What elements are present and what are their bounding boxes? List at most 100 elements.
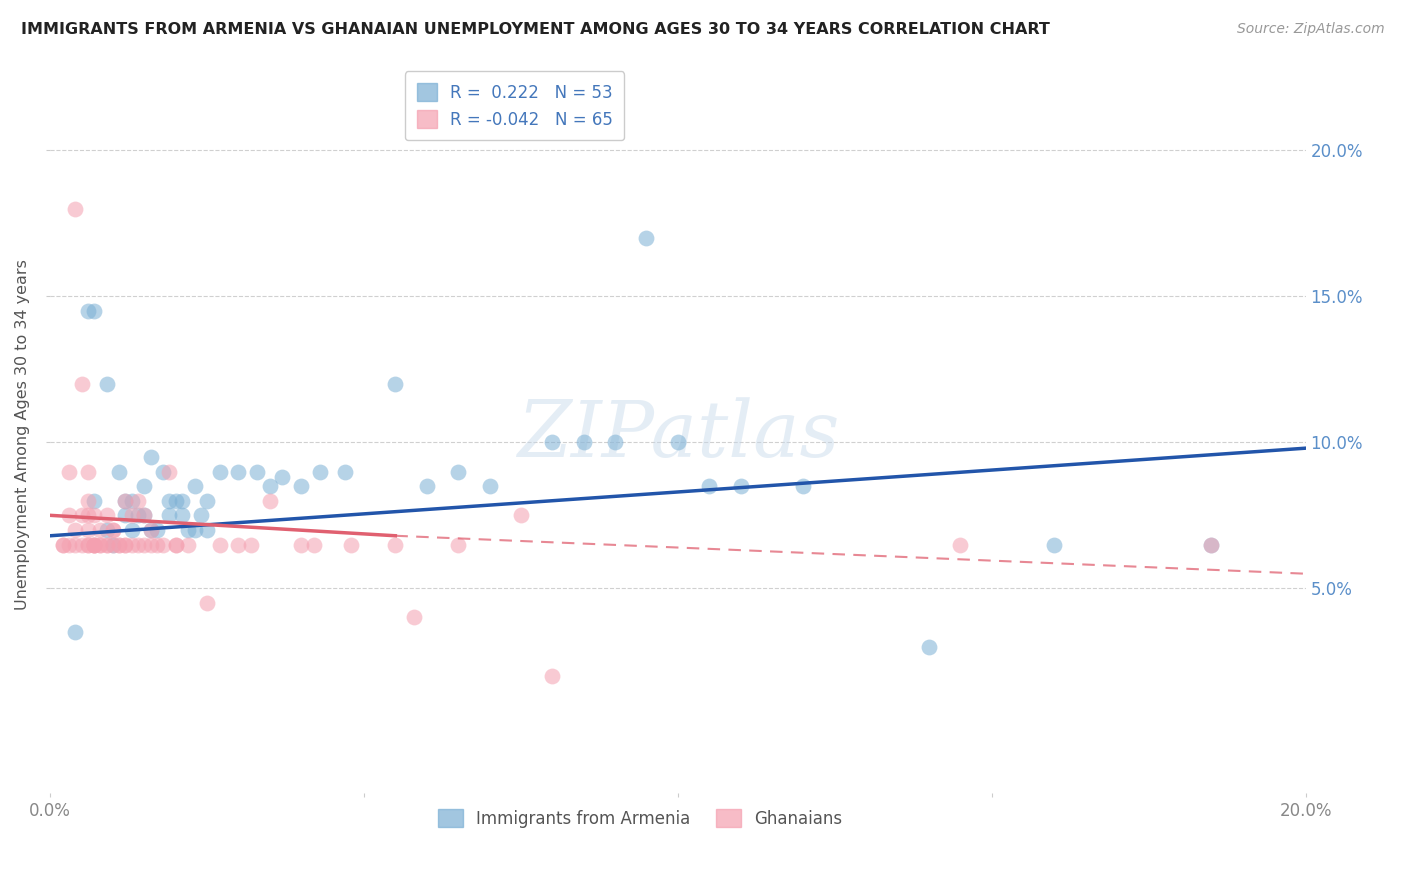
- Point: [83, 304, 105, 318]
- Point: [1043, 537, 1066, 551]
- Point: [195, 493, 218, 508]
- Point: [170, 493, 193, 508]
- Point: [165, 493, 187, 508]
- Text: ZIPatlas: ZIPatlas: [516, 397, 839, 473]
- Point: [340, 537, 363, 551]
- Point: [65, 537, 87, 551]
- Point: [177, 537, 200, 551]
- Point: [572, 435, 595, 450]
- Point: [127, 493, 149, 508]
- Point: [208, 537, 231, 551]
- Point: [58, 465, 80, 479]
- Point: [509, 508, 531, 523]
- Point: [96, 537, 118, 551]
- Point: [76, 304, 98, 318]
- Point: [58, 508, 80, 523]
- Point: [271, 470, 294, 484]
- Point: [96, 508, 118, 523]
- Point: [114, 493, 136, 508]
- Point: [65, 523, 87, 537]
- Point: [83, 537, 105, 551]
- Point: [121, 493, 143, 508]
- Point: [157, 508, 180, 523]
- Point: [76, 523, 98, 537]
- Point: [302, 537, 325, 551]
- Point: [89, 537, 111, 551]
- Point: [697, 479, 720, 493]
- Point: [152, 537, 174, 551]
- Point: [290, 537, 312, 551]
- Point: [1201, 537, 1223, 551]
- Point: [157, 465, 180, 479]
- Point: [96, 537, 118, 551]
- Point: [228, 465, 250, 479]
- Point: [139, 450, 162, 464]
- Point: [76, 508, 98, 523]
- Point: [134, 508, 156, 523]
- Point: [114, 537, 136, 551]
- Point: [333, 465, 356, 479]
- Point: [165, 537, 187, 551]
- Text: Source: ZipAtlas.com: Source: ZipAtlas.com: [1237, 22, 1385, 37]
- Point: [165, 537, 187, 551]
- Point: [127, 508, 149, 523]
- Point: [65, 625, 87, 640]
- Point: [134, 508, 156, 523]
- Point: [70, 537, 93, 551]
- Point: [792, 479, 814, 493]
- Point: [114, 537, 136, 551]
- Point: [83, 508, 105, 523]
- Point: [195, 523, 218, 537]
- Point: [76, 537, 98, 551]
- Point: [730, 479, 752, 493]
- Point: [949, 537, 972, 551]
- Point: [384, 537, 406, 551]
- Point: [70, 376, 93, 391]
- Point: [195, 596, 218, 610]
- Point: [404, 610, 426, 624]
- Point: [384, 376, 406, 391]
- Point: [666, 435, 689, 450]
- Point: [76, 493, 98, 508]
- Point: [416, 479, 439, 493]
- Point: [146, 523, 169, 537]
- Point: [447, 537, 470, 551]
- Point: [134, 479, 156, 493]
- Point: [918, 640, 941, 654]
- Point: [603, 435, 626, 450]
- Point: [177, 523, 200, 537]
- Point: [83, 537, 105, 551]
- Point: [246, 465, 269, 479]
- Point: [70, 508, 93, 523]
- Text: IMMIGRANTS FROM ARMENIA VS GHANAIAN UNEMPLOYMENT AMONG AGES 30 TO 34 YEARS CORRE: IMMIGRANTS FROM ARMENIA VS GHANAIAN UNEM…: [21, 22, 1050, 37]
- Point: [183, 523, 205, 537]
- Point: [139, 523, 162, 537]
- Point: [152, 465, 174, 479]
- Point: [108, 465, 131, 479]
- Point: [89, 537, 111, 551]
- Point: [146, 537, 169, 551]
- Point: [83, 537, 105, 551]
- Y-axis label: Unemployment Among Ages 30 to 34 years: Unemployment Among Ages 30 to 34 years: [15, 260, 30, 610]
- Point: [259, 493, 281, 508]
- Point: [190, 508, 212, 523]
- Point: [170, 508, 193, 523]
- Point: [636, 231, 658, 245]
- Point: [58, 537, 80, 551]
- Point: [101, 523, 124, 537]
- Point: [121, 537, 143, 551]
- Point: [541, 435, 564, 450]
- Point: [114, 508, 136, 523]
- Point: [76, 537, 98, 551]
- Point: [108, 537, 131, 551]
- Point: [101, 537, 124, 551]
- Point: [208, 465, 231, 479]
- Point: [139, 523, 162, 537]
- Point: [96, 523, 118, 537]
- Point: [65, 202, 87, 216]
- Point: [76, 465, 98, 479]
- Point: [541, 669, 564, 683]
- Point: [127, 537, 149, 551]
- Point: [108, 537, 131, 551]
- Legend: Immigrants from Armenia, Ghanaians: Immigrants from Armenia, Ghanaians: [432, 803, 849, 834]
